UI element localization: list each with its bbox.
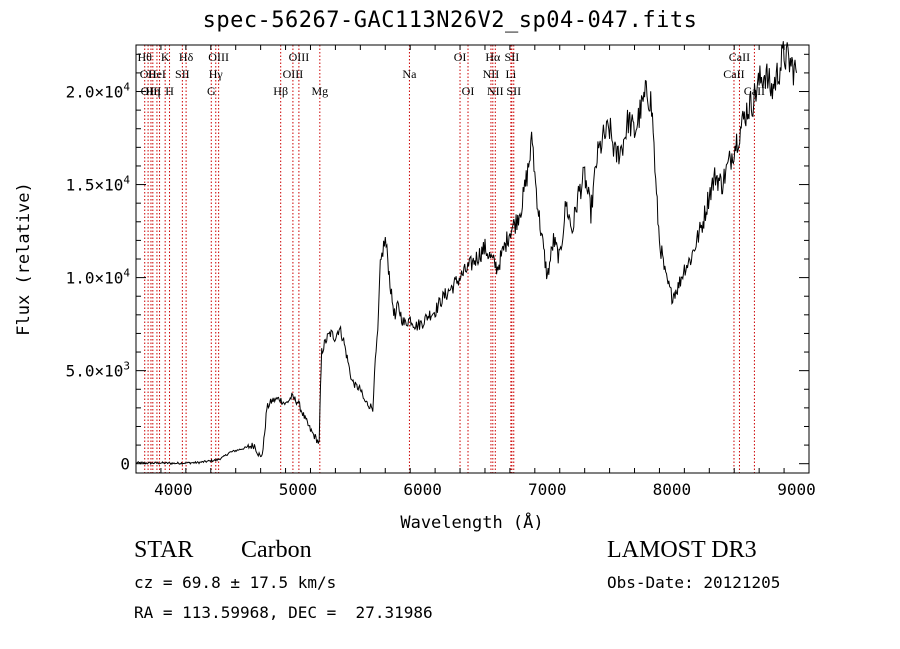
line-label: Hβ [273, 84, 288, 98]
line-label: K [161, 50, 170, 64]
y-tick-mantissa: 0 [120, 455, 130, 474]
axis-ticks: 4000 5000 6000 7000 8000 900005.0×1031.0×1041… [66, 45, 816, 499]
line-label: H [165, 84, 174, 98]
survey-name: LAMOST DR3 [607, 537, 757, 563]
observation-date: Obs-Date: 20121205 [607, 573, 781, 592]
y-tick-mantissa: 2.0×10 [66, 83, 124, 102]
line-label: OIII [141, 84, 162, 98]
y-tick-mantissa: 1.0×10 [66, 269, 124, 288]
line-label: CaII [729, 50, 750, 64]
line-label: Hη [145, 84, 160, 98]
line-markers [144, 45, 755, 473]
line-label: G [207, 84, 216, 98]
series-layer [135, 41, 797, 466]
line-labels: HθOIIOIIIHηHeIKHSIIHδGHγOIIIHβOIIIOIIIMg… [138, 50, 766, 98]
x-tick-label: 8000 [653, 480, 692, 499]
x-tick-label: 4000 [154, 480, 193, 499]
line-label: Hα [485, 50, 501, 64]
line-label: OII [140, 67, 157, 81]
coordinates: RA = 113.59968, DEC = 27.31986 [134, 603, 433, 622]
line-label: CaII [723, 67, 744, 81]
line-label: Na [402, 67, 417, 81]
line-label: SII [505, 50, 520, 64]
line-label: CaII [744, 84, 765, 98]
y-tick-mantissa: 1.5×10 [66, 176, 124, 195]
x-tick-label: 7000 [528, 480, 567, 499]
line-label: Hθ [138, 50, 153, 64]
y-tick-label: 0 [120, 455, 130, 474]
y-tick-exponent: 3 [123, 360, 130, 373]
chart-title: spec-56267-GAC113N26V2_sp04-047.fits [202, 8, 698, 33]
object-class: STAR [134, 537, 194, 563]
y-tick-exponent: 4 [123, 174, 130, 187]
redshift-velocity: cz = 69.8 ± 17.5 km/s [134, 573, 337, 592]
flux-series-line [135, 41, 797, 466]
x-tick-label: 9000 [777, 480, 816, 499]
line-label: OI [454, 50, 467, 64]
y-tick-exponent: 4 [123, 267, 130, 280]
y-axis-label: Flux (relative) [14, 182, 34, 336]
line-label: Mg [311, 84, 328, 98]
line-label: Hδ [179, 50, 194, 64]
line-label: OIII [208, 50, 229, 64]
line-label: OIII [289, 50, 310, 64]
line-label: Li [506, 67, 517, 81]
y-tick-label: 1.0×104 [66, 267, 131, 288]
x-axis-label: Wavelength (Å) [400, 511, 543, 533]
line-label: OIII [283, 67, 304, 81]
line-label: OI [462, 84, 475, 98]
x-tick-label: 5000 [279, 480, 318, 499]
line-label: NII [487, 84, 504, 98]
y-tick-exponent: 4 [123, 81, 130, 94]
line-label: NII [483, 67, 500, 81]
x-tick-label: 6000 [403, 480, 442, 499]
line-label: SII [175, 67, 190, 81]
object-subclass: Carbon [241, 537, 312, 563]
line-label: SII [506, 84, 521, 98]
line-label: HeI [148, 67, 166, 81]
y-tick-label: 2.0×104 [66, 81, 131, 102]
y-tick-label: 5.0×103 [66, 360, 130, 381]
y-tick-mantissa: 5.0×10 [66, 362, 124, 381]
line-label: Hγ [209, 67, 224, 81]
y-tick-label: 1.5×104 [66, 174, 131, 195]
